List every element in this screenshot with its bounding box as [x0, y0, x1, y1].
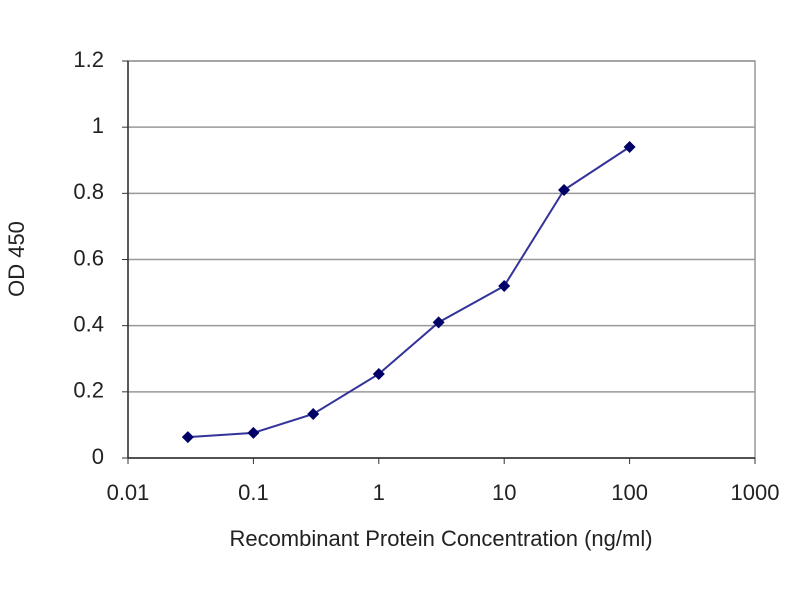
y-tick-label: 0.8 — [73, 179, 104, 204]
data-point — [558, 184, 571, 197]
x-tick-label: 0.1 — [238, 480, 269, 505]
y-tick-label: 0.6 — [73, 245, 104, 270]
data-point — [372, 367, 385, 380]
x-tick-label: 1000 — [731, 480, 780, 505]
series-line — [187, 146, 631, 439]
data-point — [307, 407, 320, 420]
x-tick-label: 1 — [373, 480, 385, 505]
y-tick-label: 0.2 — [73, 378, 104, 403]
y-tick-label: 0.4 — [73, 311, 104, 336]
y-axis-label: OD 450 — [4, 221, 29, 297]
x-tick-label: 10 — [492, 480, 516, 505]
data-point — [432, 316, 445, 329]
data-point — [498, 279, 511, 292]
data-point — [247, 426, 260, 439]
x-axis-label: Recombinant Protein Concentration (ng/ml… — [229, 526, 652, 551]
x-tick-label: 0.01 — [107, 480, 150, 505]
data-point — [623, 141, 636, 154]
y-tick-label: 1 — [92, 113, 104, 138]
data-point — [181, 431, 194, 444]
y-tick-label: 0 — [92, 444, 104, 469]
x-tick-label: 100 — [611, 480, 648, 505]
y-tick-label: 1.2 — [73, 47, 104, 72]
